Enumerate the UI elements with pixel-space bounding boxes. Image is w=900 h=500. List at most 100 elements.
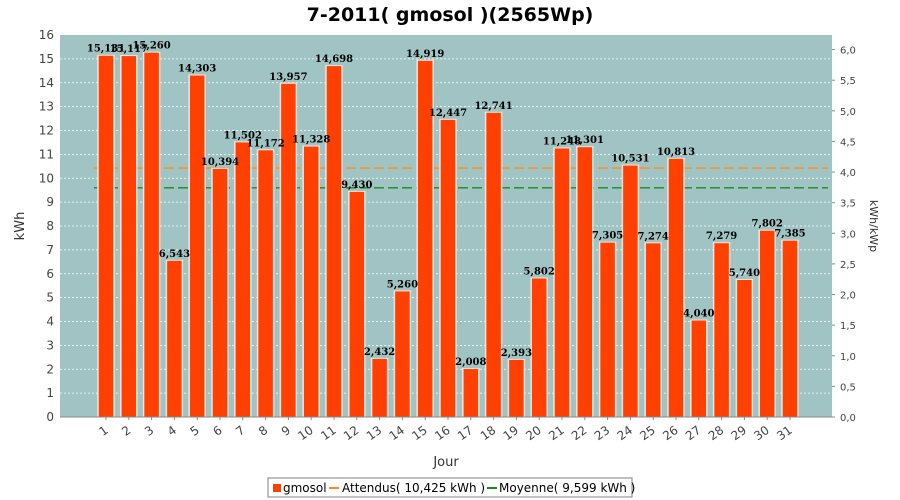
data-label: 15,117 (110, 44, 148, 55)
x-tick-label: 3 (142, 423, 156, 439)
y-tick-label-right: 3,5 (840, 199, 856, 210)
y-axis-label: kWh (13, 212, 28, 241)
y-tick-label: 16 (39, 28, 54, 42)
data-label: 7,305 (592, 231, 623, 242)
legend-box (267, 477, 633, 498)
y-tick-label-right: 1,0 (840, 352, 856, 363)
bar-day-10 (303, 146, 319, 417)
chart-title: 7-2011( gmosol )(2565Wp) (307, 4, 594, 26)
y-tick-label: 4 (46, 315, 54, 329)
bar-day-9 (281, 83, 296, 418)
y-tick-label: 3 (46, 338, 54, 352)
data-label: 15,131 (87, 44, 125, 55)
x-tick-label: 27 (683, 423, 704, 443)
y-tick-label: 0 (46, 410, 54, 424)
y-tick-label-right: 5,5 (840, 76, 856, 87)
data-label: 4,040 (683, 309, 714, 320)
x-tick-label: 12 (341, 423, 362, 443)
legend-swatch-gmosol (273, 484, 281, 492)
y-tick-label: 13 (39, 100, 54, 114)
bar-day-24 (623, 165, 638, 417)
x-tick-label: 10 (295, 423, 316, 443)
data-label: 7,802 (752, 219, 783, 230)
bar-day-6 (212, 168, 228, 417)
y-tick-label-right: 3,0 (840, 229, 856, 240)
bar-day-4 (167, 260, 182, 417)
data-label: 2,432 (364, 347, 395, 358)
x-tick-label: 15 (409, 423, 430, 443)
x-tick-label: 23 (592, 423, 613, 443)
data-label: 11,502 (224, 130, 262, 141)
x-tick-label: 18 (478, 423, 499, 443)
x-tick-label: 22 (569, 423, 590, 443)
bar-day-11 (326, 66, 342, 417)
legend-item-moyenne: Moyenne( 9,599 kWh ) (499, 481, 635, 495)
bar-day-30 (759, 230, 775, 417)
bar-day-27 (691, 320, 707, 417)
data-label: 11,248 (543, 136, 581, 147)
y-tick-label: 12 (39, 124, 54, 138)
data-label: 14,303 (178, 64, 216, 75)
x-tick-label: 2 (119, 423, 133, 439)
x-tick-label: 28 (706, 423, 727, 443)
bar-day-21 (554, 148, 570, 418)
data-label: 12,447 (429, 108, 467, 119)
x-tick-label: 19 (501, 423, 522, 443)
y-tick-label-right: 4,0 (840, 168, 856, 179)
bar-day-31 (782, 240, 798, 417)
bar-day-29 (737, 279, 752, 417)
y-tick-label: 15 (39, 52, 54, 66)
y-tick-label-right: 0,5 (840, 382, 856, 393)
y-tick-label: 14 (39, 76, 54, 90)
legend: gmosol Attendus( 10,425 kWh ) Moyenne( 9… (267, 477, 635, 498)
data-label: 5,740 (729, 268, 760, 279)
bar-day-13 (372, 358, 387, 417)
bar-day-3 (144, 52, 159, 417)
data-label: 15,260 (132, 41, 170, 52)
x-tick-label: 14 (387, 423, 408, 443)
data-label: 10,531 (611, 154, 649, 165)
data-label: 10,394 (201, 157, 239, 168)
data-label: 11,328 (292, 135, 330, 146)
x-tick-label: 16 (432, 423, 453, 443)
x-tick-label: 9 (279, 423, 293, 439)
bar-day-18 (486, 112, 501, 417)
bar-day-2 (121, 56, 137, 417)
data-label: 9,430 (341, 180, 372, 191)
data-label: 13,957 (269, 72, 307, 83)
x-tick-label: 8 (256, 423, 270, 439)
bar-day-8 (258, 150, 273, 417)
y-tick-label: 11 (39, 147, 54, 161)
y-tick-label: 1 (46, 386, 54, 400)
y-tick-label: 9 (46, 195, 54, 209)
x-tick-label: 1 (96, 423, 110, 439)
bar-day-15 (417, 60, 433, 418)
x-tick-label: 11 (318, 423, 339, 443)
x-tick-label: 5 (188, 423, 202, 439)
x-tick-label: 26 (660, 423, 681, 443)
y-axis-right: 0,0 0,5 1,0 1,5 2,0 2,5 3,0 3,5 4,0 4,5 5,0 5,5 6,0 (832, 46, 856, 424)
legend-item-gmosol: gmosol (283, 481, 327, 495)
reference-lines (94, 167, 828, 189)
y-tick-label: 6 (46, 267, 54, 281)
x-axis-label: Jour (432, 455, 459, 470)
data-label: 14,698 (315, 54, 353, 65)
x-tick-label: 6 (210, 423, 224, 439)
y-tick-label-right: 6,0 (840, 46, 856, 57)
x-tick-label: 20 (523, 423, 544, 443)
data-label: 14,919 (406, 49, 444, 60)
x-tick-label: 25 (637, 423, 658, 443)
bars (97, 51, 799, 418)
legend-item-attendus: Attendus( 10,425 kWh ) (342, 481, 485, 495)
bar-day-12 (349, 191, 365, 417)
data-label: 10,813 (657, 147, 695, 158)
y-tick-label: 2 (46, 362, 54, 376)
y-tick-label-right: 4,5 (840, 137, 856, 148)
data-label: 11,301 (566, 135, 604, 146)
y-tick-label-right: 1,5 (840, 321, 856, 332)
bar-day-16 (440, 119, 456, 417)
bar-day-25 (645, 243, 661, 417)
x-tick-label: 30 (751, 423, 772, 443)
